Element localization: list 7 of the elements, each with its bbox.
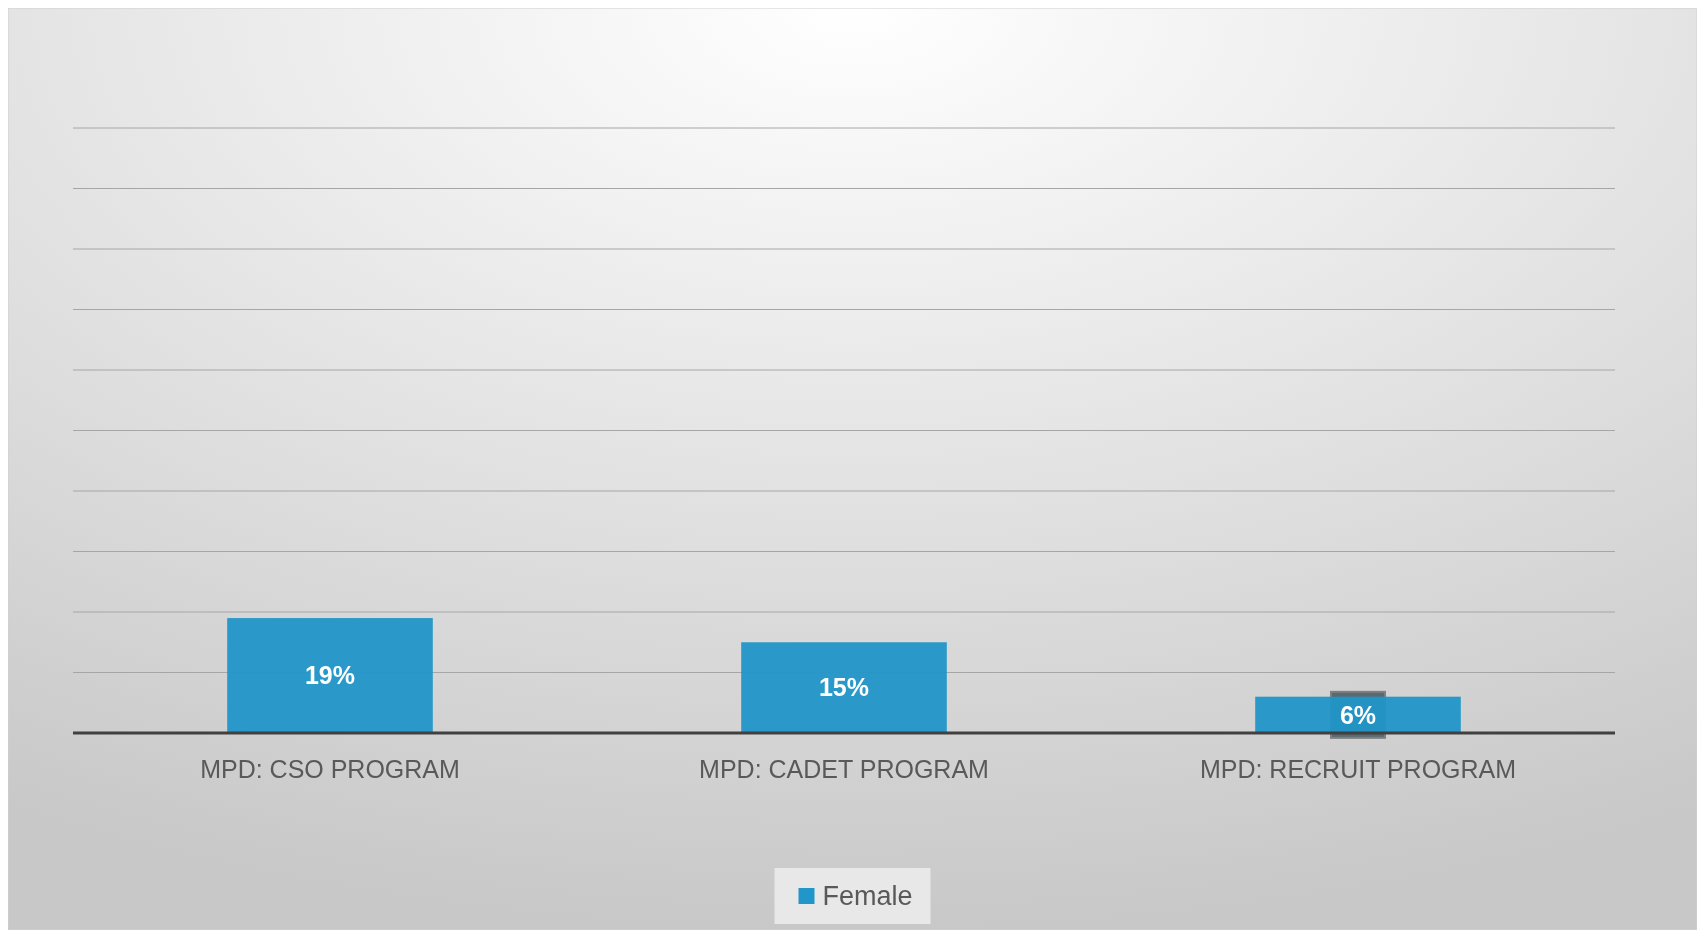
- x-tick-label: MPD: CADET PROGRAM: [699, 755, 989, 783]
- data-label: 15%: [818, 673, 870, 702]
- x-tick-label: MPD: RECRUIT PROGRAM: [1199, 755, 1517, 783]
- data-label: 6%: [1339, 700, 1377, 729]
- legend-label: Female: [822, 881, 913, 912]
- data-label: 19%: [304, 661, 356, 690]
- x-tick-label: MPD: CSO PROGRAM: [200, 755, 460, 783]
